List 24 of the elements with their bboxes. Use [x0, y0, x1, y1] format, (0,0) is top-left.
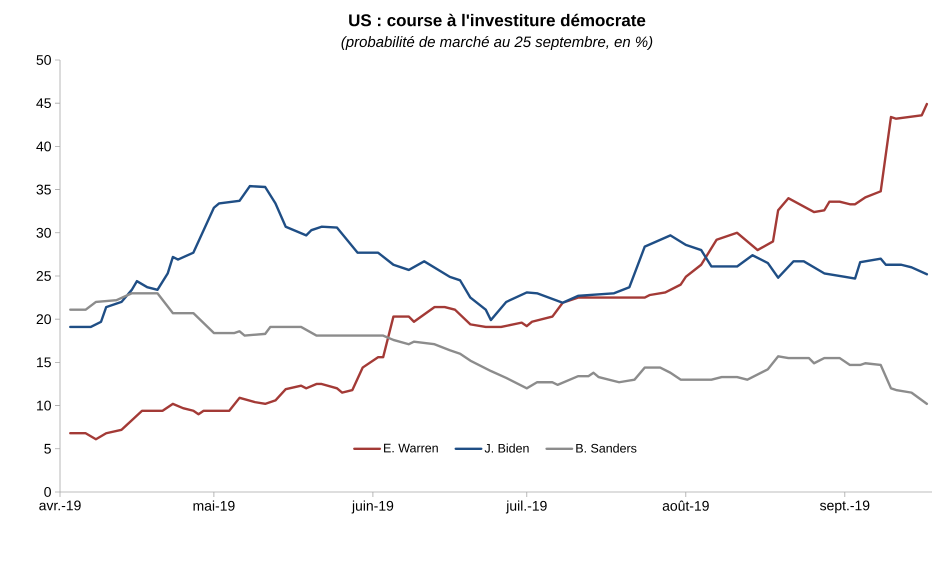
line-series [69, 102, 928, 440]
y-tick-label: 15 [37, 358, 51, 368]
y-tick-label: 25 [36, 271, 51, 281]
x-tick-label: mai-19 [194, 500, 235, 511]
y-tick-label: 40 [36, 141, 51, 152]
legend-label: B. Sanders [576, 444, 636, 453]
x-tick-label: juil.-19 [506, 500, 547, 514]
y-tick-label: 10 [37, 400, 51, 411]
legend-label: E. Warren [384, 444, 438, 452]
chart-subtitle: (probabilité de marché au 25 septembre, en %) [342, 36, 652, 50]
y-tick-label: 0 [44, 487, 51, 497]
line-series [69, 184, 928, 328]
x-tick-label: avr.-19 [39, 500, 81, 510]
x-tick-label: août-19 [662, 500, 709, 511]
y-tick-label: 45 [36, 98, 51, 108]
legend-label: J. Biden [484, 444, 529, 453]
x-tick-label: juin-19 [352, 500, 394, 514]
y-tick-label: 50 [36, 55, 51, 65]
chart-title: US : course à l'investiture démocrate [349, 14, 646, 26]
y-tick-label: 20 [36, 314, 51, 324]
y-tick-label: 5 [44, 444, 51, 454]
y-tick-label: 35 [36, 184, 51, 195]
y-tick-label: 30 [36, 228, 51, 238]
x-tick-label: sept.-19 [820, 500, 870, 514]
